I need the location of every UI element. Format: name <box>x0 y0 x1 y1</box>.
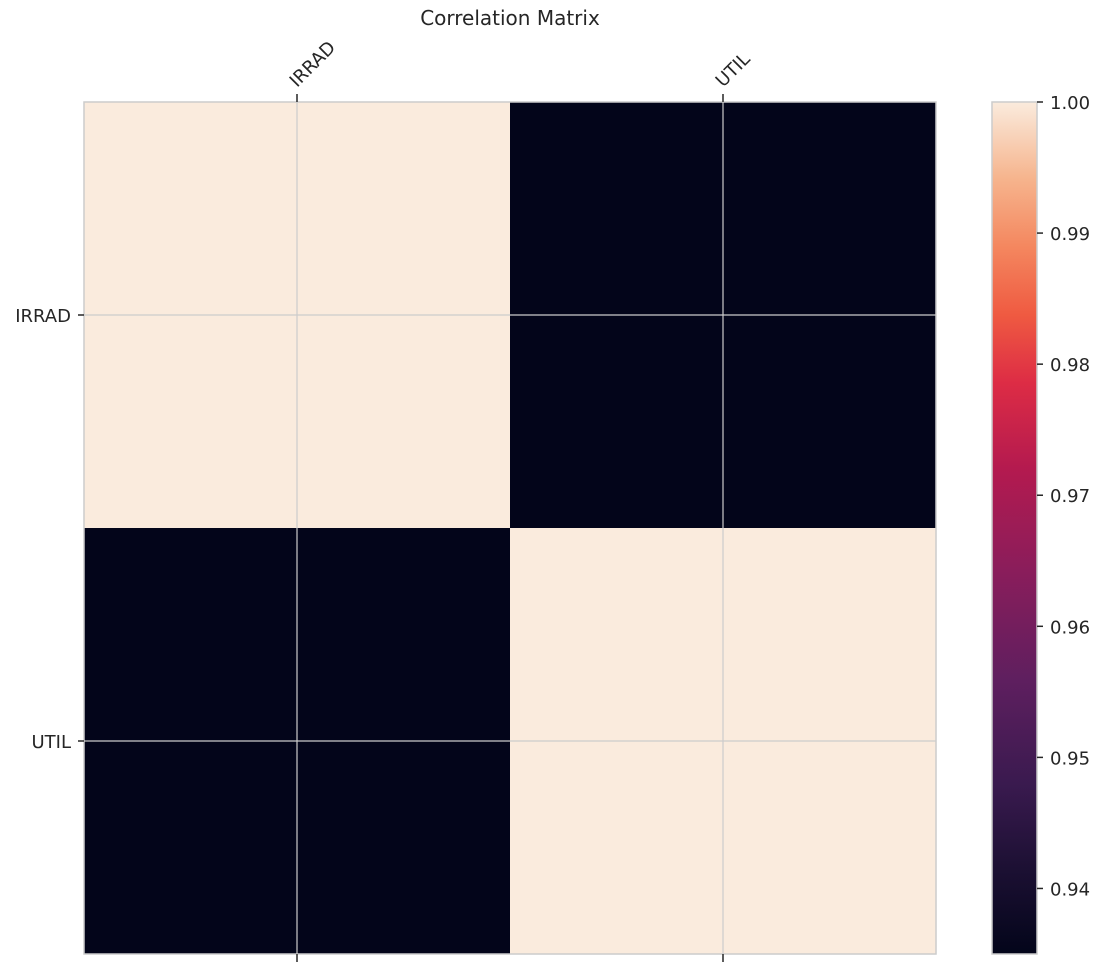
y-tick-label-util: UTIL <box>31 732 71 753</box>
x-tick-label-util: UTIL <box>712 49 755 92</box>
colorbar-tick-label: 0.96 <box>1050 617 1090 638</box>
colorbar-tick-label: 0.97 <box>1050 486 1090 507</box>
heatmap-frame <box>83 101 937 955</box>
colorbar-gradient <box>992 102 1037 954</box>
colorbar: 0.94 0.95 0.96 0.97 0.98 0.99 1.00 <box>991 93 1090 955</box>
colorbar-tick-label: 1.00 <box>1050 93 1090 114</box>
colorbar-tick-label: 0.95 <box>1050 748 1090 769</box>
heatmap-cells <box>84 102 937 955</box>
colorbar-tick-label: 0.98 <box>1050 355 1090 376</box>
colorbar-frame <box>991 101 1038 955</box>
heatmap-grid <box>84 102 936 954</box>
x-tick-label-irrad: IRRAD <box>286 37 340 91</box>
y-axis-ticks: IRRAD UTIL <box>15 306 84 753</box>
chart-title: Correlation Matrix <box>420 6 600 30</box>
y-tick-label-irrad: IRRAD <box>15 306 71 327</box>
colorbar-tick-label: 0.94 <box>1050 879 1090 900</box>
colorbar-ticks: 0.94 0.95 0.96 0.97 0.98 0.99 1.00 <box>1037 93 1090 900</box>
colorbar-tick-label: 0.99 <box>1050 224 1090 245</box>
